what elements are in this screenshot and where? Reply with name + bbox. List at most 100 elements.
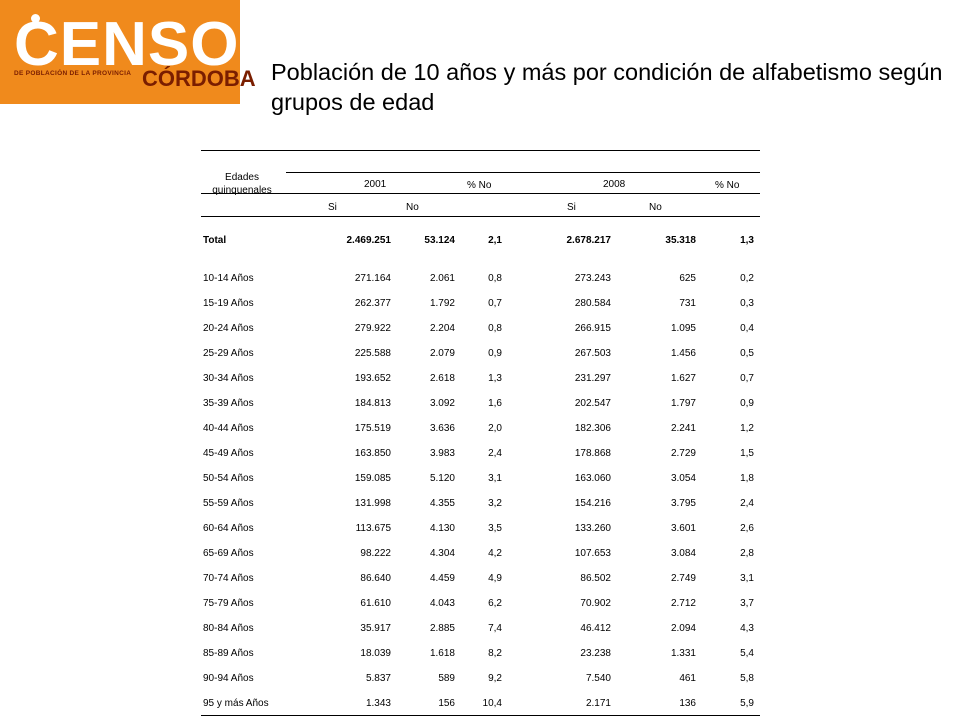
no-2008-cell: 1.331 (670, 648, 696, 659)
pct-no-2008-cell: 0,2 (740, 273, 754, 284)
pct-no-2001-cell: 3,2 (488, 498, 502, 509)
no-2001-cell: 5.120 (429, 473, 455, 484)
si-2008-cell: 70.902 (580, 598, 611, 609)
age-group-cell: 65-69 Años (203, 548, 254, 559)
table-row: 75-79 Años 61.610 4.043 6,2 70.902 2.712 3,7 (201, 598, 760, 610)
no-2008-cell: 3.054 (670, 473, 696, 484)
no-2001-cell: 4.459 (429, 573, 455, 584)
si-2001-cell: 184.813 (354, 398, 391, 409)
si-2008-cell: 231.297 (574, 373, 611, 384)
pct-no-2001-cell: 8,2 (488, 648, 502, 659)
age-group-cell: 25-29 Años (203, 348, 254, 359)
table-row: 85-89 Años 18.039 1.618 8,2 23.238 1.331 5,4 (201, 648, 760, 660)
si-2008-cell: 163.060 (574, 473, 611, 484)
age-group-cell: 20-24 Años (203, 323, 254, 334)
no-2008-cell: 1.456 (670, 348, 696, 359)
no-2001-cell: 4.304 (429, 548, 455, 559)
si-2001-cell: 35.917 (360, 623, 391, 634)
no-2001-cell: 2.061 (429, 273, 455, 284)
pct-no-2001-cell: 0,8 (488, 273, 502, 284)
pct-no-2008-cell: 1,5 (740, 448, 754, 459)
pct-no-2008-cell: 0,4 (740, 323, 754, 334)
si-2001-cell: 5.837 (365, 673, 391, 684)
no-2008-cell: 731 (679, 298, 696, 309)
no-2008-cell: 2.729 (670, 448, 696, 459)
age-group-cell: 35-39 Años (203, 398, 254, 409)
no-2001-cell: 53.124 (424, 235, 455, 246)
page-title: Población de 10 años y más por condición… (271, 59, 943, 115)
pct-no-2001-cell: 2,0 (488, 423, 502, 434)
age-group-cell: Total (203, 235, 227, 246)
si-2001-cell: 2.469.251 (346, 235, 392, 246)
pct-no-2008-cell: 2,6 (740, 523, 754, 534)
si-2008-cell: 7.540 (585, 673, 611, 684)
no-2008-cell: 2.712 (670, 598, 696, 609)
age-group-cell: 40-44 Años (203, 423, 254, 434)
no-2008-cell: 35.318 (665, 235, 696, 246)
censo-logo: CENSO‘08 DE POBLACIÓN DE LA PROVINCIA CÓ… (0, 0, 328, 104)
pct-no-2001-cell: 9,2 (488, 673, 502, 684)
no-2008-cell: 3.084 (670, 548, 696, 559)
pct-no-2001-cell: 7,4 (488, 623, 502, 634)
age-group-cell: 80-84 Años (203, 623, 254, 634)
table-row: 40-44 Años 175.519 3.636 2,0 182.306 2.241 1,2 (201, 423, 760, 435)
header-pct-no-2001: % No (467, 180, 492, 191)
no-2001-cell: 156 (438, 698, 455, 709)
header-no-2001: No (406, 202, 419, 213)
si-2001-cell: 131.998 (354, 498, 391, 509)
no-2008-cell: 625 (679, 273, 696, 284)
si-2001-cell: 163.850 (354, 448, 391, 459)
si-2008-cell: 46.412 (580, 623, 611, 634)
pct-no-2008-cell: 0,3 (740, 298, 754, 309)
si-2008-cell: 2.678.217 (566, 235, 612, 246)
age-group-cell: 55-59 Años (203, 498, 254, 509)
pct-no-2008-cell: 1,3 (740, 235, 754, 246)
pct-no-2001-cell: 2,4 (488, 448, 502, 459)
table-row: 95 y más Años 1.343 156 10,4 2.171 136 5,9 (201, 698, 760, 710)
no-2008-cell: 1.627 (670, 373, 696, 384)
si-2008-cell: 267.503 (574, 348, 611, 359)
no-2008-cell: 2.749 (670, 573, 696, 584)
logo-city: CÓRDOBA (142, 66, 256, 91)
pct-no-2008-cell: 5,4 (740, 648, 754, 659)
si-2008-cell: 107.653 (574, 548, 611, 559)
table-row: 35-39 Años 184.813 3.092 1,6 202.547 1.797 0,9 (201, 398, 760, 410)
header-bottom-rule (201, 216, 760, 217)
header-left-rule (201, 193, 286, 194)
pct-no-2008-cell: 3,1 (740, 573, 754, 584)
pct-no-2008-cell: 5,8 (740, 673, 754, 684)
no-2001-cell: 1.792 (429, 298, 455, 309)
pct-no-2001-cell: 0,8 (488, 323, 502, 334)
header-no-2008: No (649, 202, 662, 213)
pct-no-2001-cell: 1,3 (488, 373, 502, 384)
si-2001-cell: 175.519 (354, 423, 391, 434)
si-2001-cell: 98.222 (360, 548, 391, 559)
no-2001-cell: 2.885 (429, 623, 455, 634)
logo-dot (31, 14, 40, 23)
si-2008-cell: 23.238 (580, 648, 611, 659)
no-2008-cell: 2.241 (670, 423, 696, 434)
si-2001-cell: 18.039 (360, 648, 391, 659)
age-group-cell: 15-19 Años (203, 298, 254, 309)
table-bottom-rule (201, 715, 760, 716)
table-row: 70-74 Años 86.640 4.459 4,9 86.502 2.749 3,1 (201, 573, 760, 585)
pct-no-2001-cell: 10,4 (482, 698, 502, 709)
total-row: Total 2.469.251 53.124 2,1 2.678.217 35.318 1,… (201, 235, 760, 247)
pct-no-2008-cell: 1,8 (740, 473, 754, 484)
age-group-cell: 75-79 Años (203, 598, 254, 609)
si-2001-cell: 262.377 (354, 298, 391, 309)
logo-subtitle: DE POBLACIÓN DE LA PROVINCIA (14, 70, 132, 77)
si-2001-cell: 193.652 (354, 373, 391, 384)
pct-no-2008-cell: 0,5 (740, 348, 754, 359)
age-group-cell: 70-74 Años (203, 573, 254, 584)
table-row: 90-94 Años 5.837 589 9,2 7.540 461 5,8 (201, 673, 760, 685)
si-2008-cell: 280.584 (574, 298, 611, 309)
si-2008-cell: 2.171 (585, 698, 611, 709)
pct-no-2001-cell: 4,9 (488, 573, 502, 584)
si-2008-cell: 266.915 (574, 323, 611, 334)
pct-no-2008-cell: 2,4 (740, 498, 754, 509)
si-2008-cell: 182.306 (574, 423, 611, 434)
age-group-cell: 60-64 Años (203, 523, 254, 534)
table-row: 10-14 Años 271.164 2.061 0,8 273.243 625 0,2 (201, 273, 760, 285)
table-row: 20-24 Años 279.922 2.204 0,8 266.915 1.095 0,4 (201, 323, 760, 335)
